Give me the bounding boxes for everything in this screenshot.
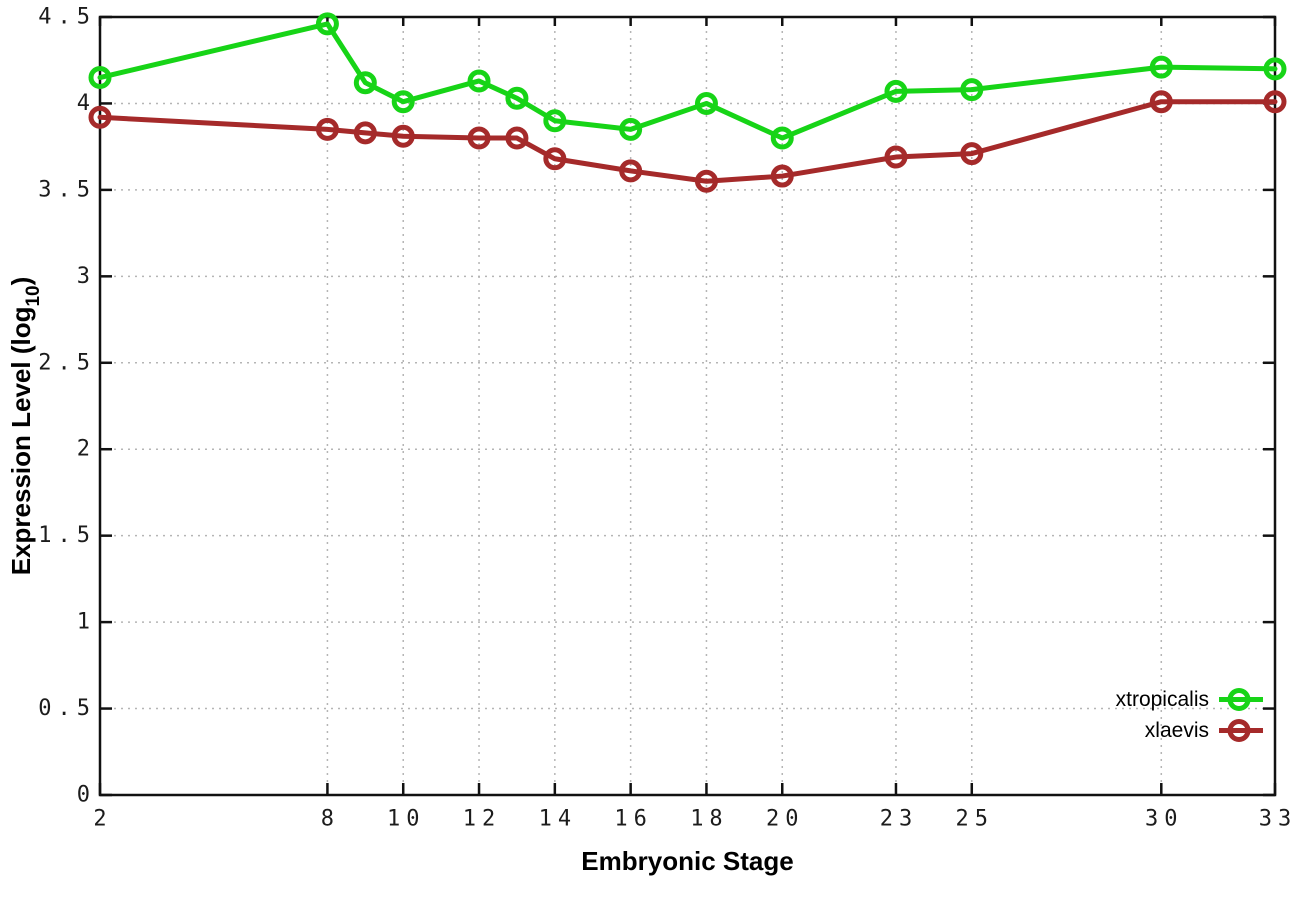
x-tick-label: 33 <box>1259 807 1296 832</box>
data-point-xlaevis <box>315 117 339 141</box>
y-axis-title-subscript: 10 <box>23 285 45 307</box>
data-point-xlaevis <box>353 121 377 145</box>
legend-label-xlaevis: xlaevis <box>1144 719 1209 742</box>
data-point-xtropicalis <box>694 91 718 115</box>
x-tick-label: 14 <box>539 807 578 832</box>
x-tick-label: 23 <box>880 807 919 832</box>
x-tick-label: 18 <box>690 807 729 832</box>
data-point-xtropicalis <box>770 126 794 150</box>
data-point-xlaevis <box>1263 90 1287 114</box>
y-tick-label: 2 <box>77 437 96 462</box>
data-point-xtropicalis <box>884 79 908 103</box>
y-tick-label: 0 <box>77 783 96 808</box>
y-tick-label: 3.5 <box>38 177 96 202</box>
data-point-xtropicalis <box>505 86 529 110</box>
legend-label-xtropicalis: xtropicalis <box>1115 688 1209 711</box>
plot-border <box>98 15 1277 797</box>
y-tick-label: 4 <box>77 91 96 116</box>
y-tick-label: 4.5 <box>38 5 96 30</box>
data-point-xlaevis <box>694 169 718 193</box>
legend-item-xlaevis: xlaevis <box>1145 717 1264 744</box>
data-point-xlaevis <box>884 145 908 169</box>
y-tick-label: 2.5 <box>38 350 96 375</box>
y-axis-title-text: Expression Level (log <box>6 306 36 576</box>
data-point-xtropicalis <box>1149 55 1173 79</box>
data-point-xtropicalis <box>315 12 339 36</box>
data-point-xtropicalis <box>467 69 491 93</box>
y-tick-label: 0.5 <box>38 696 96 721</box>
data-point-xlaevis <box>467 126 491 150</box>
data-point-xtropicalis <box>88 66 112 90</box>
data-point-xlaevis <box>543 147 567 171</box>
data-point-xlaevis <box>391 124 415 148</box>
data-point-xlaevis <box>88 105 112 129</box>
x-tick-label: 8 <box>321 807 340 832</box>
legend: xtropicalis xlaevis <box>0 686 1264 744</box>
data-point-xtropicalis <box>391 90 415 114</box>
data-point-xlaevis <box>505 126 529 150</box>
data-point-xtropicalis <box>353 71 377 95</box>
data-point-xlaevis <box>770 164 794 188</box>
x-axis-title: Embryonic Stage <box>581 846 794 876</box>
legend-item-xtropicalis: xtropicalis <box>1116 686 1264 713</box>
x-tick-label: 2 <box>93 807 112 832</box>
legend-line-marker-icon <box>1219 719 1263 742</box>
y-tick-label: 1.5 <box>38 523 96 548</box>
legend-line-marker-icon <box>1219 688 1263 711</box>
y-tick-label: 3 <box>77 264 96 289</box>
data-point-xtropicalis <box>960 78 984 102</box>
x-tick-label: 20 <box>766 807 805 832</box>
x-tick-label: 10 <box>387 807 426 832</box>
data-point-xtropicalis <box>1263 57 1287 81</box>
series-line-xlaevis <box>97 99 1278 184</box>
data-point-xtropicalis <box>543 109 567 133</box>
y-axis-title: Expression Level (log10) <box>6 126 44 726</box>
data-point-xlaevis <box>1149 90 1173 114</box>
x-tick-label: 30 <box>1145 807 1184 832</box>
x-tick-label: 25 <box>956 807 995 832</box>
x-tick-label: 12 <box>463 807 502 832</box>
data-point-xlaevis <box>619 159 643 183</box>
data-point-xtropicalis <box>619 117 643 141</box>
x-tick-label: 16 <box>614 807 653 832</box>
y-tick-label: 1 <box>77 610 96 635</box>
data-point-xlaevis <box>960 142 984 166</box>
